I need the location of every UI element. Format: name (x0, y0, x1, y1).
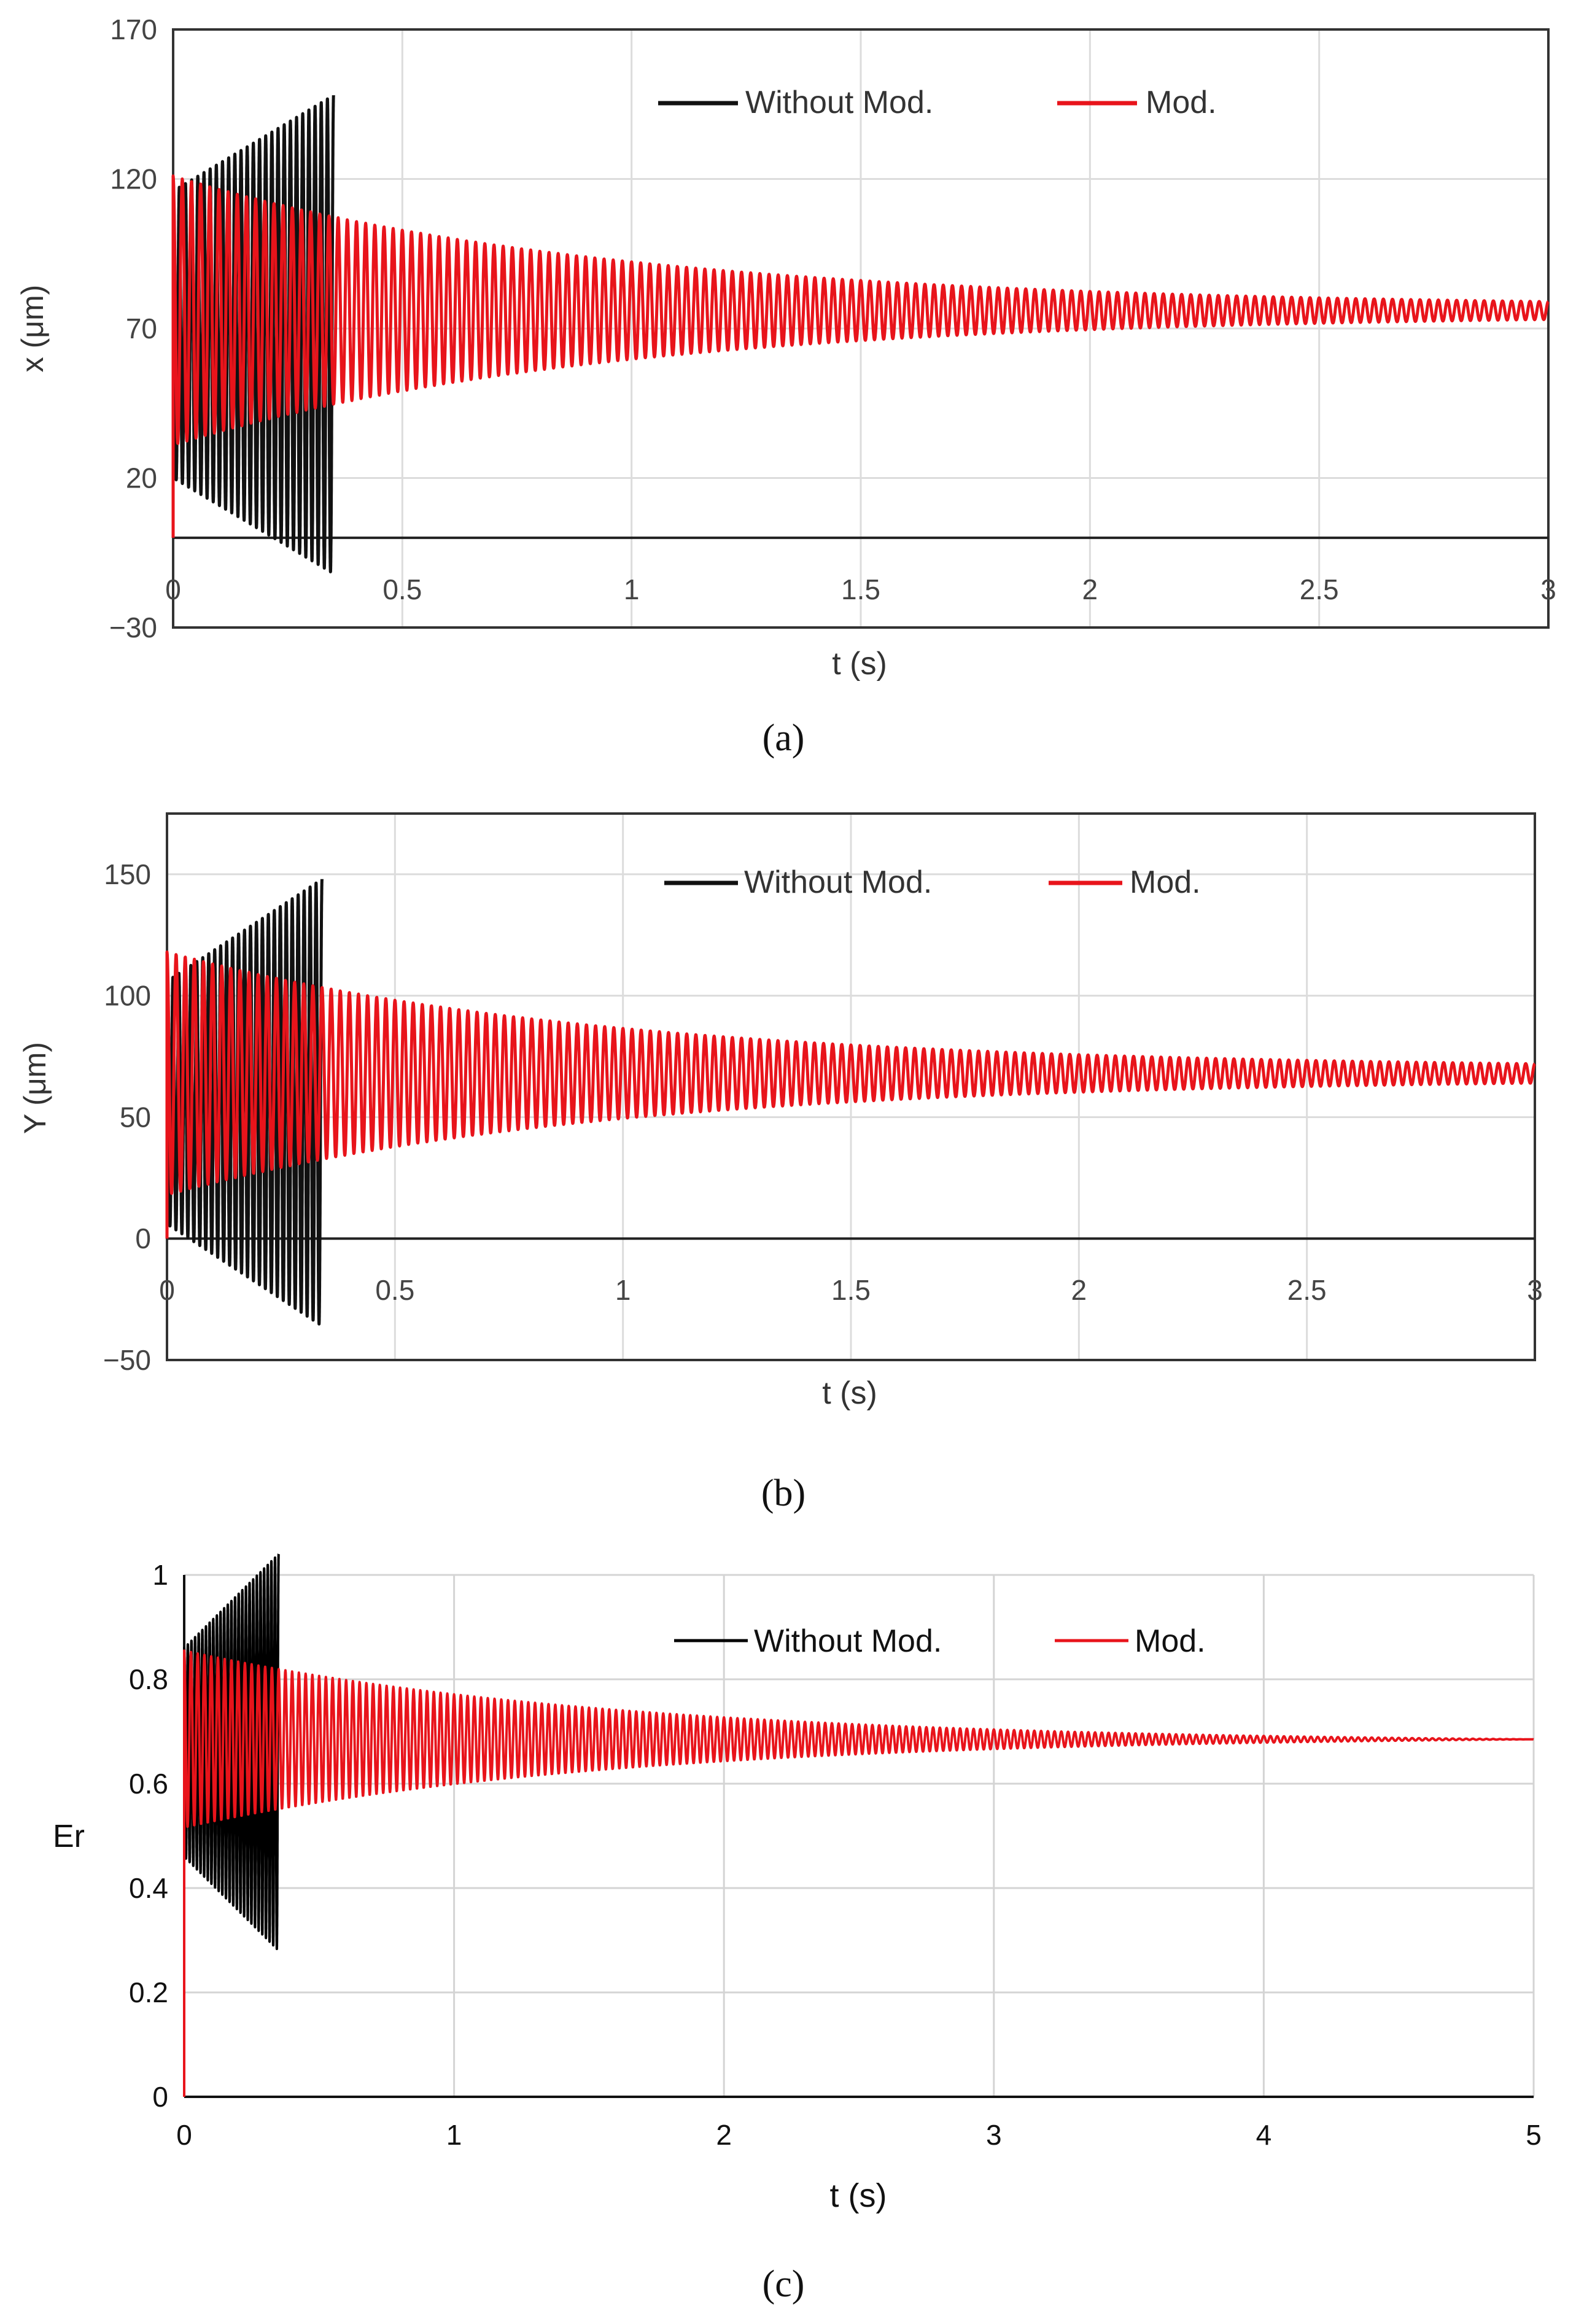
x-tick-label: 0 (176, 2119, 192, 2151)
legend-label-without-mod-a: Without Mod. (745, 85, 933, 120)
y-tick-label: 0.8 (129, 1663, 168, 1695)
x-axis-label-a: t (s) (832, 646, 887, 682)
x-ticks-b: 0 0.5 1 1.5 2 2.5 3 (159, 1274, 1543, 1306)
x-tick-label: 0.5 (382, 573, 422, 605)
x-axis-label-c: t (s) (830, 2177, 887, 2214)
x-tick-label: 3 (986, 2119, 1002, 2151)
y-ticks-b: −50 0 50 100 150 (103, 858, 151, 1376)
y-tick-label: 0.2 (129, 1976, 168, 2008)
x-tick-label: 5 (1526, 2119, 1542, 2151)
x-tick-label: 2.5 (1300, 573, 1339, 605)
x-axis-label-b: t (s) (822, 1375, 877, 1411)
x-tick-label: 1 (624, 573, 640, 605)
series-line-without-mod (171, 93, 335, 573)
chart-panel-c: 0 0.2 0.4 0.6 0.8 1 0 1 2 3 4 5 Er t (s) Without M… (53, 1553, 1542, 2305)
legend-c: Without Mod. Mod. (674, 1623, 1206, 1659)
y-tick-label: 0.6 (129, 1768, 168, 1800)
series-group-c (183, 1553, 1535, 2097)
series-line-mod (165, 950, 1537, 1239)
y-tick-label: 120 (110, 163, 157, 195)
x-tick-label: 2 (1071, 1274, 1087, 1306)
y-tick-label: −50 (103, 1344, 151, 1376)
legend-label-mod-c: Mod. (1135, 1623, 1206, 1659)
y-axis-label-c: Er (53, 1819, 85, 1854)
y-tick-label: 0 (135, 1222, 151, 1254)
legend-label-mod-a: Mod. (1146, 85, 1217, 120)
y-ticks-c: 0 0.2 0.4 0.6 0.8 1 (129, 1559, 168, 2113)
legend-a: Without Mod. Mod. (658, 85, 1217, 120)
y-tick-label: 70 (126, 313, 157, 344)
x-tick-label: 2.5 (1287, 1274, 1327, 1306)
y-tick-label: 20 (126, 462, 157, 494)
x-tick-label: 2 (716, 2119, 732, 2151)
x-tick-label: 2 (1082, 573, 1098, 605)
x-tick-label: 0 (159, 1274, 175, 1306)
y-tick-label: −30 (109, 612, 157, 643)
x-tick-label: 4 (1256, 2119, 1272, 2151)
series-line-mod (171, 174, 1550, 538)
legend-label-without-mod-c: Without Mod. (754, 1623, 942, 1659)
x-ticks-a: 0 0.5 1 1.5 2 2.5 3 (165, 573, 1556, 605)
x-tick-label: 3 (1540, 573, 1556, 605)
x-tick-label: 0 (165, 573, 181, 605)
y-axis-label-b: Y (μm) (18, 1042, 52, 1134)
y-tick-label: 1 (152, 1559, 168, 1591)
x-tick-label: 1 (446, 2119, 462, 2151)
y-tick-label: 100 (104, 980, 151, 1012)
legend-label-mod-b: Mod. (1130, 865, 1201, 900)
y-tick-label: 150 (104, 858, 151, 890)
series-group-b (165, 877, 1537, 1326)
x-tick-label: 1.5 (831, 1274, 871, 1306)
y-tick-label: 0 (152, 2081, 168, 2113)
x-ticks-c: 0 1 2 3 4 5 (176, 2119, 1542, 2151)
caption-c: (c) (763, 2263, 805, 2305)
y-ticks-a: −30 20 70 120 170 (109, 14, 157, 643)
x-tick-label: 1.5 (841, 573, 880, 605)
series-group-a (171, 93, 1550, 573)
y-tick-label: 170 (110, 14, 157, 45)
y-tick-label: 0.4 (129, 1872, 168, 1904)
caption-a: (a) (763, 717, 805, 759)
y-axis-label-a: x (μm) (15, 285, 50, 373)
x-tick-label: 3 (1527, 1274, 1543, 1306)
x-tick-label: 0.5 (375, 1274, 414, 1306)
x-tick-label: 1 (615, 1274, 631, 1306)
caption-b: (b) (761, 1472, 805, 1514)
series-line-without-mod (165, 877, 324, 1326)
y-tick-label: 50 (120, 1101, 151, 1133)
legend-b: Without Mod. Mod. (664, 865, 1201, 900)
legend-label-without-mod-b: Without Mod. (744, 865, 932, 900)
chart-panel-a: −30 20 70 120 170 0 0.5 1 1.5 2 2.5 3 x (μm) t (s)… (15, 14, 1556, 759)
series-line-mod (183, 1649, 1535, 2097)
